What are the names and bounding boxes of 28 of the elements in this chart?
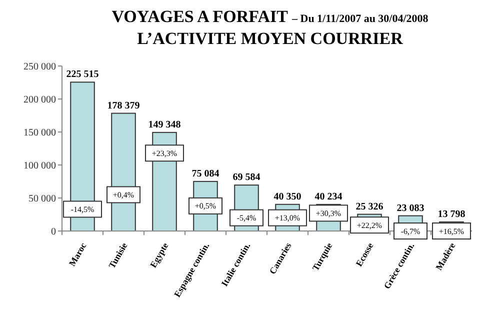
data-label: 178 379	[107, 100, 140, 112]
annotation: +13,0%	[274, 214, 300, 223]
data-label: 25 326	[356, 201, 384, 212]
data-label: 75 084	[192, 168, 220, 180]
chart-subtitle: – Du 1/11/2007 au 30/04/2008	[291, 13, 429, 25]
annotation: -5,4%	[236, 214, 256, 223]
data-label: 23 083	[396, 202, 424, 214]
chart-title: VOYAGES A FORFAIT	[112, 7, 288, 26]
y-tick-label: 250 000	[24, 62, 56, 72]
annotation: -6,7%	[400, 226, 420, 236]
text: L’ACTIVITE MOYEN COURRIER	[137, 29, 404, 48]
data-label: 40 350	[274, 191, 302, 202]
y-tick-label: 50 000	[28, 194, 56, 204]
data-label: 225 515	[66, 69, 99, 80]
y-tick-label: 0	[51, 226, 56, 238]
y-tick-label: 100 000	[24, 160, 56, 172]
annotation: -14,5%	[70, 205, 94, 214]
data-label: 13 798	[438, 208, 466, 220]
annotation: +22,2%	[356, 220, 382, 230]
y-tick-label: 150 000	[24, 128, 56, 138]
annotation: +0,5%	[194, 202, 216, 211]
annotation: +30,3%	[316, 208, 342, 218]
annotation: +23,3%	[152, 148, 178, 158]
data-label: 149 348	[148, 119, 181, 130]
y-tick-label: 200 000	[24, 94, 56, 106]
annotation: +0,4%	[112, 190, 134, 200]
data-label: 69 584	[232, 172, 260, 184]
data-label: 40 234	[314, 191, 342, 202]
